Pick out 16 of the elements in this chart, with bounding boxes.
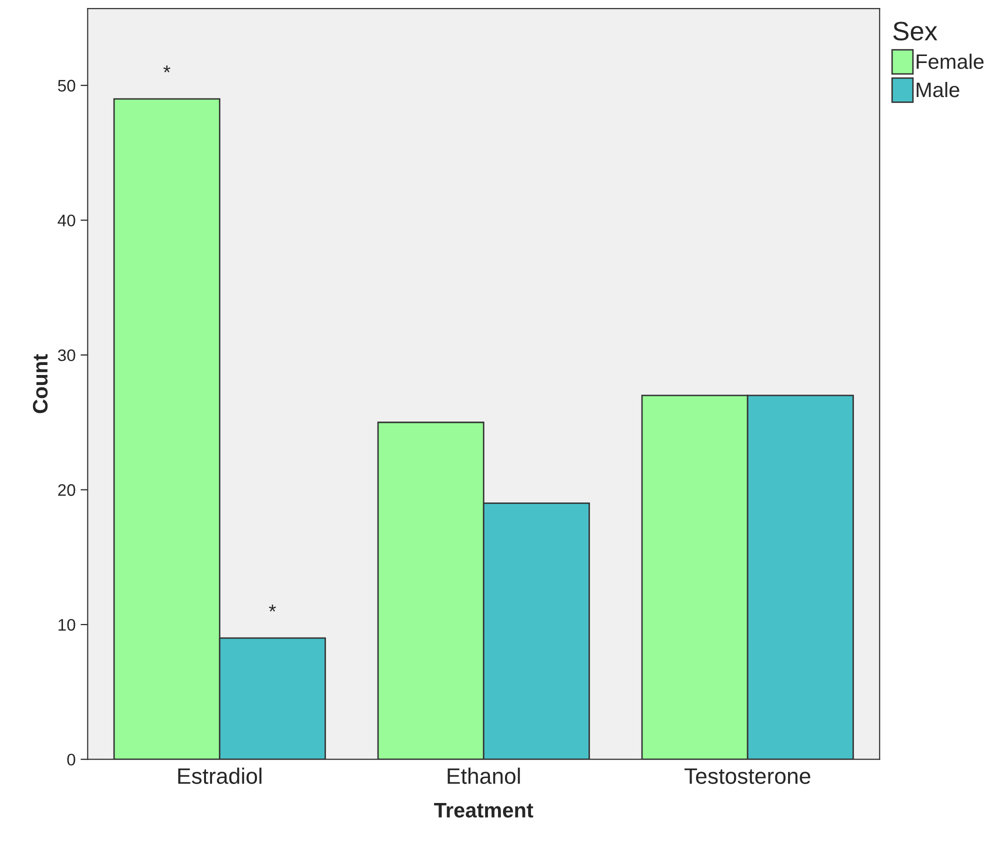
y-axis-title: Count [32, 354, 48, 414]
x-axis-title: Treatment [434, 803, 534, 818]
annotation: * [163, 66, 170, 72]
y-tick-label: 20 [58, 484, 76, 496]
y-tick-label: 50 [58, 80, 76, 92]
y-tick-label: 30 [58, 349, 76, 362]
annotation: * [268, 604, 276, 612]
y-tick-label: 40 [58, 214, 76, 226]
legend-label: Male [916, 82, 960, 98]
x-tick-label: Testosterone [684, 768, 810, 784]
x-tick-label: Ethanol [448, 768, 520, 784]
y-tick-label: 0 [67, 754, 76, 766]
y-tick-label: 10 [58, 618, 76, 631]
legend-title: Sex [893, 22, 938, 40]
x-tick-label: Estradiol [178, 768, 262, 784]
legend-label: Female [916, 54, 984, 70]
